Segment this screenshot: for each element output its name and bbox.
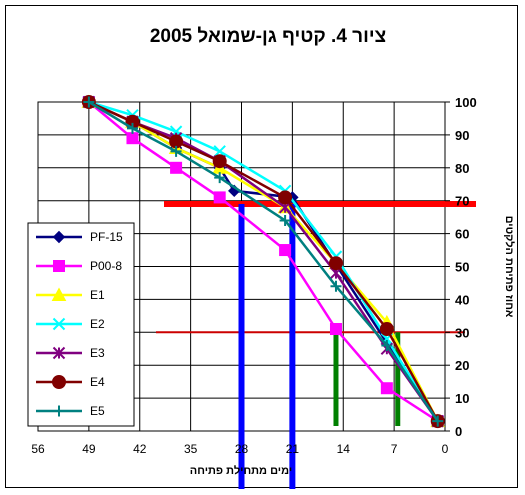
y-tick-label: 70 xyxy=(455,194,469,209)
chart-frame: ציור 4. קטיף גן-שמואל 2005 56 49 42 35 28 21 1… xyxy=(5,5,518,494)
data-point xyxy=(83,96,95,108)
series-e5 xyxy=(83,96,444,427)
legend-marker xyxy=(51,287,67,301)
x-tick-label: 14 xyxy=(337,442,351,456)
x-tick-label: 49 xyxy=(82,442,96,456)
chart-title: ציור 4. קטיף גן-שמואל 2005 xyxy=(150,26,386,47)
data-point xyxy=(170,161,183,174)
legend-label: E3 xyxy=(90,346,105,360)
x-tick-label: 42 xyxy=(133,442,147,456)
x-tick-label: 35 xyxy=(184,442,198,456)
x-tick-label: 21 xyxy=(286,442,300,456)
y-tick-label: 10 xyxy=(455,391,469,406)
data-point xyxy=(126,122,138,134)
y-tick-label: 30 xyxy=(455,325,469,340)
legend-label: E4 xyxy=(90,375,105,389)
data-point xyxy=(214,172,226,184)
data-point xyxy=(279,244,292,257)
legend-marker xyxy=(52,375,66,389)
legend-marker xyxy=(52,317,66,331)
data-point xyxy=(126,132,139,145)
data-point xyxy=(213,145,226,158)
x-tick-label: 56 xyxy=(31,442,45,456)
legend-marker xyxy=(52,346,66,360)
legend-marker xyxy=(52,230,66,244)
data-point xyxy=(212,154,227,169)
data-point xyxy=(379,322,394,337)
chart-svg: ציור 4. קטיף גן-שמואל 2005 56 49 42 35 28 21 1… xyxy=(27,26,516,494)
reference-lines xyxy=(156,200,476,494)
y-tick-label: 20 xyxy=(455,358,469,373)
data-point xyxy=(278,190,293,205)
series-line xyxy=(88,101,439,423)
data-point xyxy=(279,214,291,226)
y-tick-label: 40 xyxy=(455,292,469,307)
data-point xyxy=(380,382,393,395)
y-axis-label: אחוז פתיחת הלקטים xyxy=(503,216,516,318)
data-point xyxy=(329,323,342,336)
y-tick-label: 100 xyxy=(455,95,477,110)
series-group xyxy=(81,94,446,429)
x-axis-ticks: 56 49 42 35 28 21 14 7 0 xyxy=(31,442,448,456)
x-tick-label: 28 xyxy=(235,442,249,456)
legend-label: E1 xyxy=(90,288,105,302)
y-tick-label: 60 xyxy=(455,227,469,242)
legend: PF-15 P00-8 E1 E2 E3 E4 E5 xyxy=(27,222,135,427)
data-point xyxy=(170,145,182,157)
data-point xyxy=(330,280,342,292)
y-tick-label: 50 xyxy=(455,260,469,275)
x-tick-label: 7 xyxy=(391,442,398,456)
y-tick-label: 90 xyxy=(455,128,469,143)
legend-label: E5 xyxy=(90,404,105,418)
y-axis-ticks: 0 10 20 30 40 50 60 70 80 90 100 xyxy=(445,95,477,439)
x-tick-label: 0 xyxy=(442,442,449,456)
data-point xyxy=(328,256,343,271)
data-point xyxy=(381,339,393,351)
legend-label: PF-15 xyxy=(90,230,123,244)
legend-marker xyxy=(53,405,65,417)
data-point xyxy=(213,191,226,204)
y-tick-label: 0 xyxy=(455,424,462,439)
legend-label: E2 xyxy=(90,317,105,331)
x-axis-label: ימים מתחילת פתיחה xyxy=(190,464,292,477)
series-line xyxy=(88,100,439,422)
data-point xyxy=(432,415,444,427)
legend-marker xyxy=(53,260,65,272)
series-line xyxy=(88,100,439,422)
y-tick-label: 80 xyxy=(455,161,469,176)
legend-label: P00-8 xyxy=(90,259,122,273)
series-e4 xyxy=(81,95,445,429)
series-line xyxy=(88,100,439,422)
